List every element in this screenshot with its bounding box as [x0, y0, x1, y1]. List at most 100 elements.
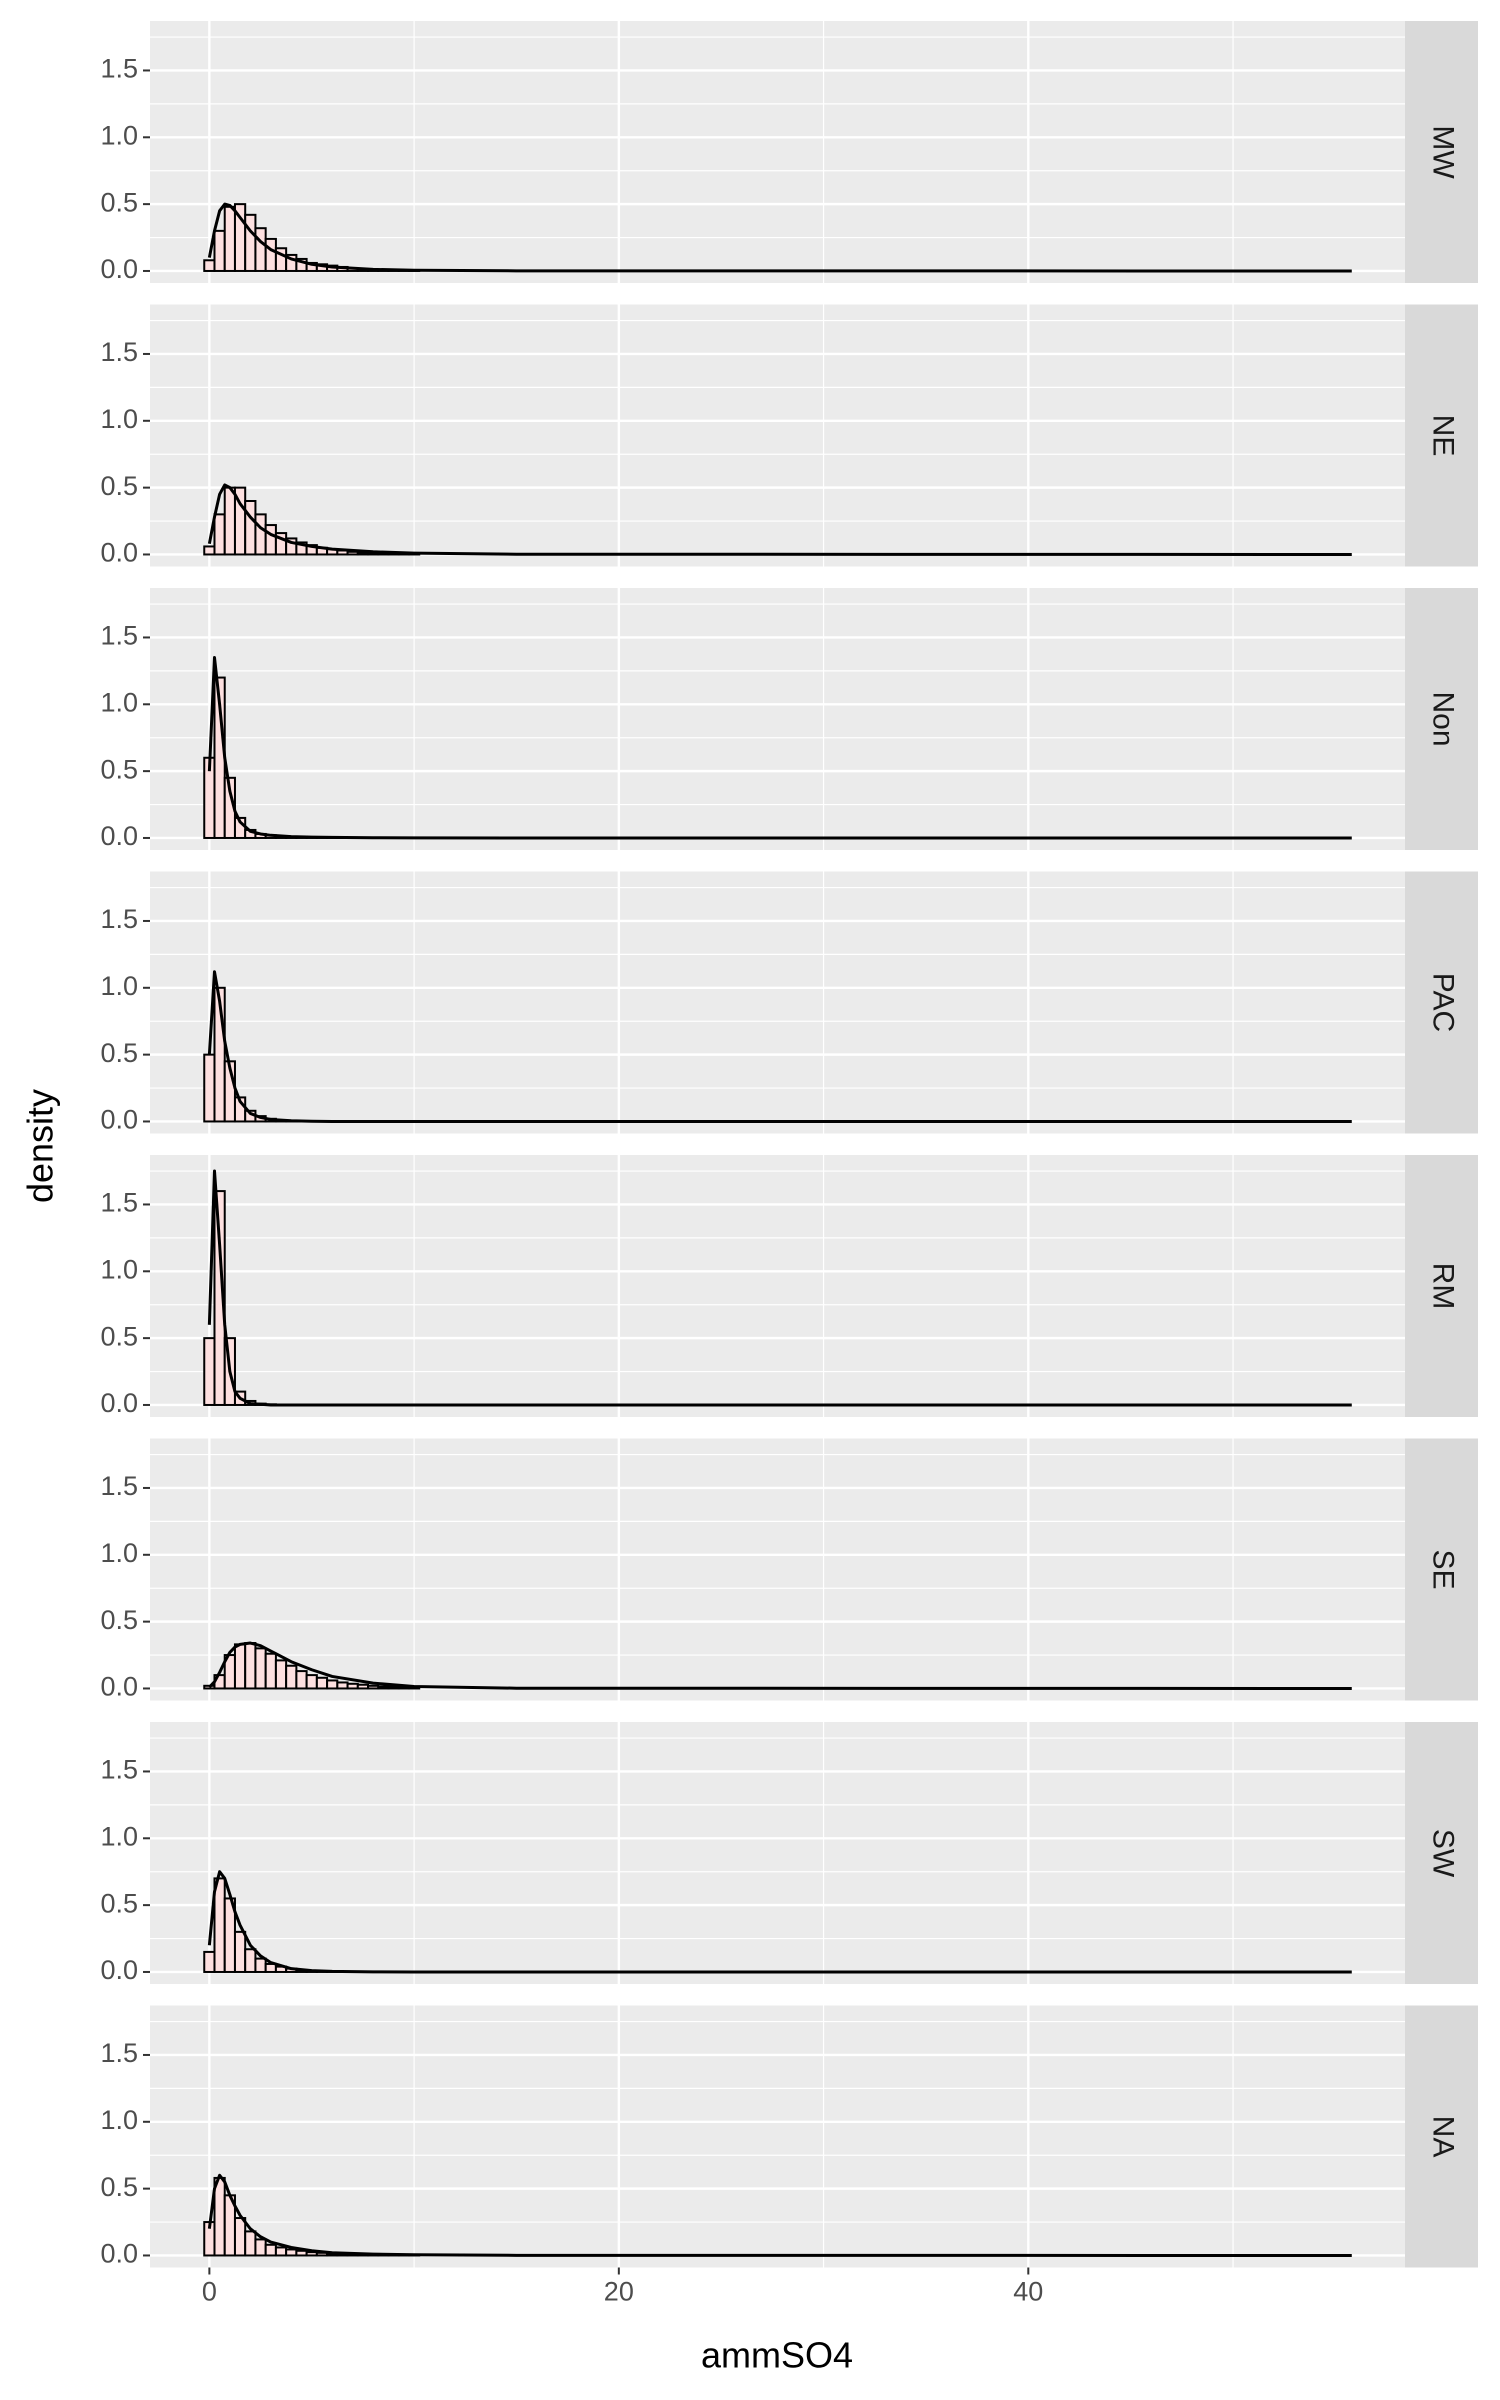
facet-label: SW: [1427, 1829, 1460, 1878]
histogram-bar: [213, 513, 226, 556]
panel-background: [150, 1155, 1405, 1417]
histogram-bar: [223, 205, 236, 272]
histogram-bar: [295, 2249, 308, 2257]
histogram-bar: [254, 1957, 267, 1973]
histogram-bar: [203, 259, 216, 272]
histogram-bar: [213, 229, 226, 272]
facet-label: NA: [1427, 2116, 1460, 2158]
facet-strip: [1405, 2005, 1478, 2268]
facet-label: SE: [1427, 1549, 1460, 1589]
histogram-bar: [285, 1664, 298, 1690]
histogram-bar: [264, 237, 277, 272]
histogram-bar: [213, 1877, 226, 1973]
y-tick-label: 0.5: [100, 754, 138, 784]
y-tick-label: 0.5: [100, 471, 138, 501]
y-tick-label: 1.5: [100, 621, 138, 651]
histogram-bar: [377, 1685, 390, 1690]
histogram-bar: [213, 1190, 226, 1406]
y-tick-label: 0.5: [100, 2172, 138, 2202]
histogram-bar: [387, 1685, 400, 1690]
y-tick-label: 0.0: [100, 1672, 138, 1702]
panel-background: [150, 1722, 1405, 1984]
histogram-bar: [326, 1679, 339, 1690]
y-tick-label: 0.5: [100, 1605, 138, 1635]
y-tick-label: 1.5: [100, 54, 138, 84]
panel-background: [150, 1438, 1405, 1701]
y-tick-label: 0.0: [100, 1388, 138, 1418]
x-tick-label: 40: [1013, 2277, 1043, 2307]
y-tick-label: 1.0: [100, 687, 138, 717]
y-tick-label: 0.5: [100, 1038, 138, 1068]
histogram-bar: [274, 2246, 288, 2257]
facet-strip: [1405, 1722, 1478, 1984]
y-tick-label: 1.0: [100, 1821, 138, 1851]
y-tick-label: 0.5: [100, 1321, 138, 1351]
histogram-bar: [203, 1053, 216, 1123]
y-tick-label: 0.0: [100, 538, 138, 568]
y-tick-label: 1.5: [100, 904, 138, 934]
facet-label: RM: [1427, 1263, 1460, 1310]
histogram-bar: [203, 1337, 216, 1406]
histogram-bar: [315, 1676, 329, 1690]
histogram-bar: [295, 1670, 308, 1690]
density-line: [207, 483, 1352, 556]
y-tick-label: 0.0: [100, 2239, 138, 2269]
histogram-bar: [254, 513, 267, 556]
y-tick-label: 1.0: [100, 2105, 138, 2135]
histogram-bar: [233, 1930, 247, 1973]
facet-strip: [1405, 588, 1478, 850]
histogram-bar: [244, 2230, 257, 2257]
panel-background: [150, 588, 1405, 850]
histogram-bar: [356, 1683, 370, 1690]
y-tick-label: 1.5: [100, 337, 138, 367]
histogram-bar: [233, 1643, 247, 1690]
density-line: [208, 1641, 1352, 1690]
y-tick-label: 1.5: [100, 2038, 138, 2068]
y-tick-label: 1.0: [100, 404, 138, 434]
density-line: [207, 1870, 1352, 1974]
histogram-bar: [254, 227, 267, 272]
histogram-bar: [336, 1681, 349, 1690]
facet-label: MW: [1427, 125, 1460, 179]
facet-strip: [1405, 1438, 1478, 1701]
histogram-bar: [203, 1950, 216, 1973]
histogram-bar: [223, 486, 236, 556]
density-line: [207, 970, 1352, 1123]
histogram-bar: [397, 1686, 410, 1690]
histogram-bar: [244, 1642, 257, 1690]
x-axis-title: ammSO4: [701, 2335, 853, 2376]
x-tick-label: 20: [604, 2277, 634, 2307]
y-tick-label: 1.0: [100, 1538, 138, 1568]
density-line: [207, 2173, 1352, 2257]
histogram-bar: [254, 2238, 267, 2257]
y-tick-label: 1.0: [100, 1254, 138, 1284]
facet-label: PAC: [1427, 973, 1460, 1032]
panel-background: [150, 304, 1405, 567]
panel-background: [150, 2005, 1405, 2268]
facet-strip: [1405, 871, 1478, 1134]
histogram-bar: [233, 2217, 247, 2257]
y-tick-label: 0.0: [100, 1955, 138, 1985]
panel-background: [150, 21, 1405, 283]
histogram-bar: [244, 213, 257, 272]
histogram-bar: [213, 2176, 226, 2257]
y-tick-label: 0.5: [100, 187, 138, 217]
histogram-bar: [274, 1659, 288, 1690]
y-tick-label: 1.0: [100, 120, 138, 150]
panel-background: [150, 871, 1405, 1134]
histogram-bar: [213, 986, 226, 1123]
histogram-bar: [264, 2243, 277, 2257]
facet-strip: [1405, 1155, 1478, 1417]
y-tick-label: 1.0: [100, 971, 138, 1001]
density-line: [207, 656, 1352, 840]
histogram-bar: [285, 2248, 298, 2257]
histogram-bar: [367, 1684, 380, 1690]
y-tick-label: 0.0: [100, 1105, 138, 1135]
y-tick-label: 0.5: [100, 1888, 138, 1918]
histogram-bar: [346, 1682, 359, 1690]
histogram-bar: [254, 1647, 267, 1690]
facet-strip: [1405, 304, 1478, 567]
histogram-bar: [244, 500, 257, 556]
density-line: [207, 202, 1352, 273]
